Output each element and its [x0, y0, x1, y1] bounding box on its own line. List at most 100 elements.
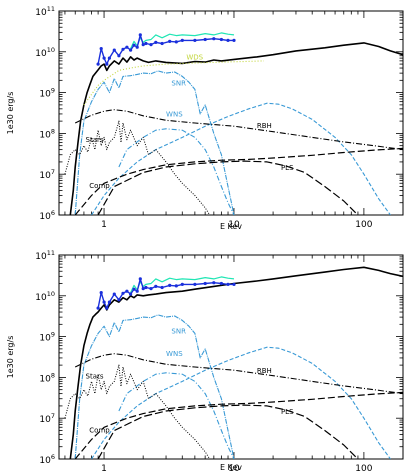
data-point-obs-blue — [174, 40, 178, 44]
data-point-obs-blue — [129, 292, 133, 296]
y-tick-label: 109 — [39, 87, 55, 100]
data-point-obs-blue — [180, 282, 184, 286]
x-axis-label: E Kev — [220, 222, 242, 231]
data-point-obs-blue — [232, 38, 236, 43]
data-point-obs-blue — [212, 37, 216, 41]
series-line-snr — [74, 314, 235, 459]
data-point-obs-blue — [203, 37, 207, 42]
annotation-label: SNR — [171, 327, 186, 335]
data-point-obs-blue — [174, 284, 178, 288]
data-point-obs-blue — [102, 56, 106, 60]
y-tick-label: 109 — [39, 331, 55, 344]
data-point-obs-blue — [226, 282, 230, 286]
y-axis-label: 1e30 erg/s — [6, 336, 15, 379]
x-tick-label: 10 — [228, 464, 240, 474]
series-line-wns — [118, 372, 235, 459]
data-point-obs-blue — [132, 43, 136, 47]
series-line-total — [69, 42, 403, 215]
data-point-obs-blue — [154, 40, 158, 45]
data-point-obs-blue — [149, 287, 153, 291]
x-tick-label: 1 — [101, 464, 107, 474]
x-tick-label: 100 — [355, 220, 372, 230]
data-point-obs-blue — [107, 56, 111, 60]
data-point-obs-blue — [132, 287, 136, 291]
data-point-obs-blue — [102, 300, 106, 304]
y-tick-label: 1010 — [35, 290, 55, 303]
annotation-label: PLS — [281, 408, 294, 416]
y-tick-label: 108 — [39, 371, 55, 384]
annotation-label: WNS — [166, 110, 183, 118]
data-point-obs-blue — [193, 38, 197, 43]
data-point-obs-blue — [96, 62, 100, 66]
data-point-obs-blue — [125, 45, 129, 49]
data-point-obs-blue — [117, 298, 121, 302]
series-line-comp — [74, 147, 403, 215]
y-tick-label: 106 — [39, 209, 55, 222]
annotation-label: Stars — [86, 372, 104, 380]
series-line-stars — [64, 364, 211, 459]
data-point-obs-blue — [121, 291, 125, 295]
annotation-label: PLS — [281, 164, 294, 172]
data-point-obs-blue — [168, 283, 172, 287]
annotation-label: WDS — [186, 53, 203, 61]
chart-panel-2: 1 10 100 106 107 108 109 1010 1011 E Kev 1e30 erg/… — [6, 249, 404, 474]
data-point-obs-blue — [112, 292, 116, 296]
data-point-obs-blue — [112, 48, 116, 52]
y-tick-label: 1010 — [35, 46, 55, 59]
data-point-obs-blue — [219, 37, 223, 42]
data-point-obs-blue — [232, 282, 236, 286]
plot-frame — [58, 10, 404, 216]
data-point-obs-blue — [144, 285, 148, 290]
annotation-label: SNR — [171, 79, 186, 87]
data-point-obs-blue — [168, 39, 172, 44]
series-line-rbh — [74, 109, 403, 151]
data-point-obs-blue — [160, 285, 164, 290]
series-line-cyan-bump — [91, 102, 391, 215]
data-point-obs-blue — [149, 43, 153, 47]
chart-panel-1: 1 10 100 106 107 108 109 1010 1011 E Kev 1e30 erg/… — [6, 5, 404, 231]
series-line-pls — [97, 160, 359, 215]
annotation-label: Comp — [89, 182, 110, 190]
series-line-total — [69, 266, 403, 459]
data-point-obs-blue — [117, 54, 121, 58]
data-point-obs-blue — [212, 281, 216, 285]
annotation-label: RBH — [257, 122, 272, 130]
data-point-obs-blue — [125, 289, 129, 293]
y-tick-label: 1011 — [35, 5, 55, 18]
data-point-obs-blue — [193, 282, 197, 286]
annotation-label: RBH — [257, 367, 272, 375]
x-axis-label: E Kev — [220, 463, 242, 472]
annotation-label: Comp — [89, 427, 110, 435]
x-tick-label: 1 — [101, 220, 107, 230]
data-point-obs-blue — [121, 47, 125, 51]
series-line-comp — [74, 391, 403, 459]
data-point-obs-blue — [105, 306, 109, 310]
x-tick-label: 100 — [355, 464, 372, 474]
data-point-obs-blue — [105, 62, 109, 66]
data-point-obs-blue — [154, 284, 158, 288]
data-point-obs-blue — [138, 277, 142, 281]
y-tick-label: 106 — [39, 453, 55, 466]
data-point-obs-blue — [226, 38, 230, 43]
data-point-obs-blue — [203, 281, 207, 286]
series-line-pls — [97, 404, 359, 459]
annotation-label: Stars — [86, 136, 104, 144]
series-line-cyan-bump — [91, 346, 391, 459]
data-point-obs-blue — [138, 33, 142, 37]
annotation-label: WNS — [166, 350, 183, 358]
data-point-obs-blue — [129, 48, 133, 52]
series-line-rbh — [74, 353, 403, 395]
data-point-obs-blue — [99, 47, 103, 51]
series-line-wns — [118, 128, 235, 215]
data-point-obs-blue — [141, 43, 145, 47]
series-line-snr — [74, 70, 235, 215]
plot-frame — [58, 254, 404, 460]
x-tick-label: 10 — [228, 220, 240, 230]
data-point-obs-blue — [180, 38, 184, 43]
data-point-obs-blue — [219, 281, 223, 286]
data-point-obs-blue — [107, 300, 111, 304]
data-point-obs-blue — [135, 45, 139, 49]
y-axis-label: 1e30 erg/s — [6, 92, 15, 135]
y-tick-label: 1011 — [35, 249, 55, 262]
